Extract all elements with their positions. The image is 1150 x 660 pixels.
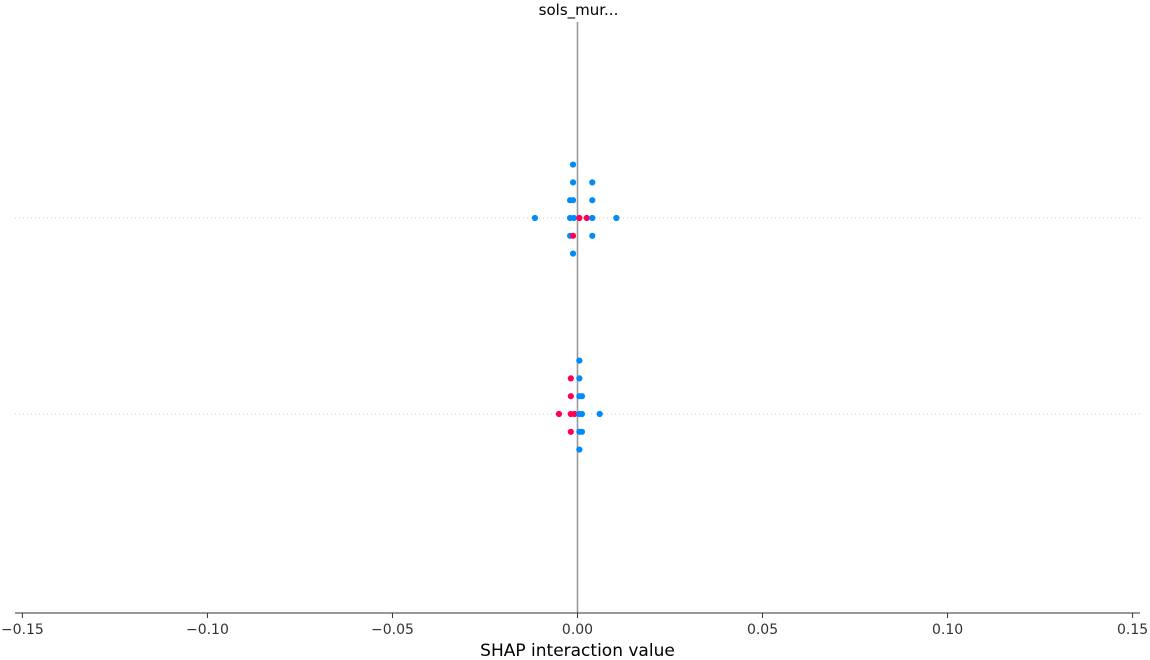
scatter-point xyxy=(567,428,574,435)
scatter-point xyxy=(576,214,583,222)
scatter-point xyxy=(613,214,620,222)
scatter-point xyxy=(569,250,577,257)
scatter-point xyxy=(569,179,577,186)
x-tick-label: 0.05 xyxy=(747,622,778,638)
x-tick-label: −0.05 xyxy=(371,622,414,638)
scatter-point xyxy=(531,214,539,222)
scatter-point xyxy=(571,410,578,418)
scatter-point xyxy=(578,410,586,418)
scatter-point xyxy=(576,446,583,453)
scatter-point xyxy=(589,197,596,204)
scatter-point xyxy=(589,214,596,222)
scatter-point xyxy=(569,232,577,239)
scatter-point xyxy=(570,214,577,222)
scatter-point xyxy=(555,410,563,418)
chart-title: sols_mur... xyxy=(539,1,619,20)
scatter-points xyxy=(531,161,620,453)
x-tick-label: 0.00 xyxy=(562,622,593,638)
scatter-point xyxy=(569,197,577,204)
scatter-point xyxy=(589,179,596,186)
scatter-point xyxy=(578,393,586,400)
x-tick-label: 0.10 xyxy=(932,622,963,638)
scatter-point xyxy=(569,161,577,168)
x-axis-label: SHAP interaction value xyxy=(480,641,675,660)
scatter-point xyxy=(596,410,603,418)
scatter-point xyxy=(576,375,583,382)
scatter-point xyxy=(589,232,596,239)
scatter-point xyxy=(567,375,574,382)
scatter-point xyxy=(583,214,590,222)
scatter-point xyxy=(576,357,583,364)
scatter-point xyxy=(567,393,574,400)
x-tick-label: 0.15 xyxy=(1117,622,1148,638)
x-axis-ticks: −0.15 −0.10 −0.05 0.00 0.05 0.10 0.15 xyxy=(1,613,1148,638)
x-tick-label: −0.15 xyxy=(1,622,44,638)
scatter-point xyxy=(578,428,586,435)
x-tick-label: −0.10 xyxy=(186,622,229,638)
